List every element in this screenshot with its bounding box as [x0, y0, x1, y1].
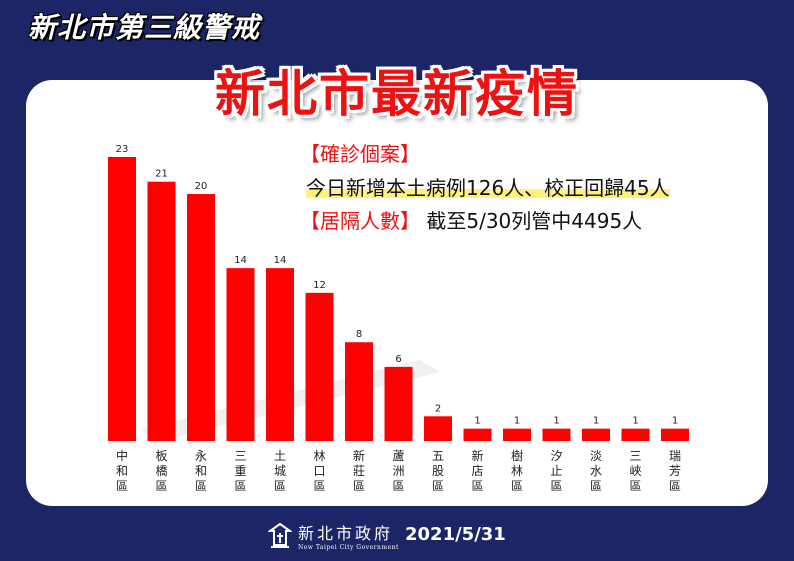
- data-label: 1: [632, 416, 638, 427]
- data-label: 14: [274, 255, 287, 266]
- category-label: 淡水區: [590, 449, 602, 493]
- category-label: 中和區: [116, 448, 128, 493]
- category-label: 蘆洲區: [392, 449, 404, 493]
- city-emblem-icon: [268, 522, 292, 548]
- quarantine-text: 截至5/30列管中4495人: [426, 209, 643, 233]
- bar-板橋區: [147, 181, 176, 441]
- category-label: 五股區: [432, 449, 444, 493]
- category-label: 樹林區: [511, 449, 523, 493]
- data-label: 12: [313, 280, 326, 291]
- category-label: 土城區: [274, 449, 286, 493]
- bar-三峽區: [621, 428, 650, 441]
- bar-林口區: [305, 292, 334, 441]
- category-label: 汐止區: [550, 448, 562, 493]
- confirmed-label: 【確診個案】: [300, 142, 420, 166]
- bar-土城區: [266, 268, 294, 441]
- bar-三重區: [226, 268, 255, 441]
- bar-汐止區: [542, 428, 571, 441]
- data-label: 1: [593, 416, 599, 427]
- data-label: 20: [195, 181, 208, 192]
- bar-樹林區: [503, 428, 531, 441]
- data-label: 1: [474, 416, 480, 427]
- org-name: 新北市政府: [298, 524, 394, 543]
- bar-淡水區: [582, 428, 610, 441]
- category-label: 新莊區: [353, 448, 365, 493]
- quarantine-line: 【居隔人數】 截至5/30列管中4495人: [300, 205, 642, 234]
- page-title: 新北市最新疫情: [215, 65, 579, 123]
- bar-五股區: [424, 416, 452, 441]
- data-label: 1: [514, 416, 520, 427]
- data-label: 23: [116, 144, 129, 155]
- org-name-en: New Taipei City Government: [298, 544, 399, 551]
- data-label: 6: [395, 354, 401, 365]
- confirmed-text: 今日新增本土病例126人、校正回歸45人: [306, 176, 670, 200]
- bar-新店區: [463, 428, 492, 441]
- category-label: 永和區: [195, 449, 207, 493]
- category-label: 三峽區: [629, 449, 641, 493]
- data-label: 1: [553, 416, 559, 427]
- bar-蘆洲區: [384, 366, 413, 441]
- bar-永和區: [187, 194, 215, 441]
- category-label: 板橋區: [155, 449, 167, 493]
- category-label: 新店區: [471, 448, 483, 493]
- category-label: 三重區: [234, 449, 246, 493]
- alert-level-banner: 新北市第三級警戒: [28, 11, 261, 44]
- category-label: 瑞芳區: [669, 449, 681, 493]
- data-label: 2: [435, 403, 441, 414]
- bar-瑞芳區: [661, 428, 689, 441]
- bar-新莊區: [345, 342, 373, 441]
- bar-中和區: [108, 157, 136, 441]
- report-date: 2021/5/31: [405, 524, 506, 545]
- city-government-logo: 新北市政府 New Taipei City Government: [268, 520, 399, 551]
- data-label: 1: [672, 416, 678, 427]
- category-label: 林口區: [313, 449, 325, 493]
- data-label: 14: [234, 255, 247, 266]
- confirmed-cases-line: 今日新增本土病例126人、校正回歸45人: [306, 172, 670, 201]
- data-label: 21: [155, 169, 168, 180]
- data-label: 8: [356, 329, 362, 340]
- confirmed-cases-label: 【確診個案】: [300, 138, 420, 167]
- quarantine-label: 【居隔人數】: [300, 209, 420, 233]
